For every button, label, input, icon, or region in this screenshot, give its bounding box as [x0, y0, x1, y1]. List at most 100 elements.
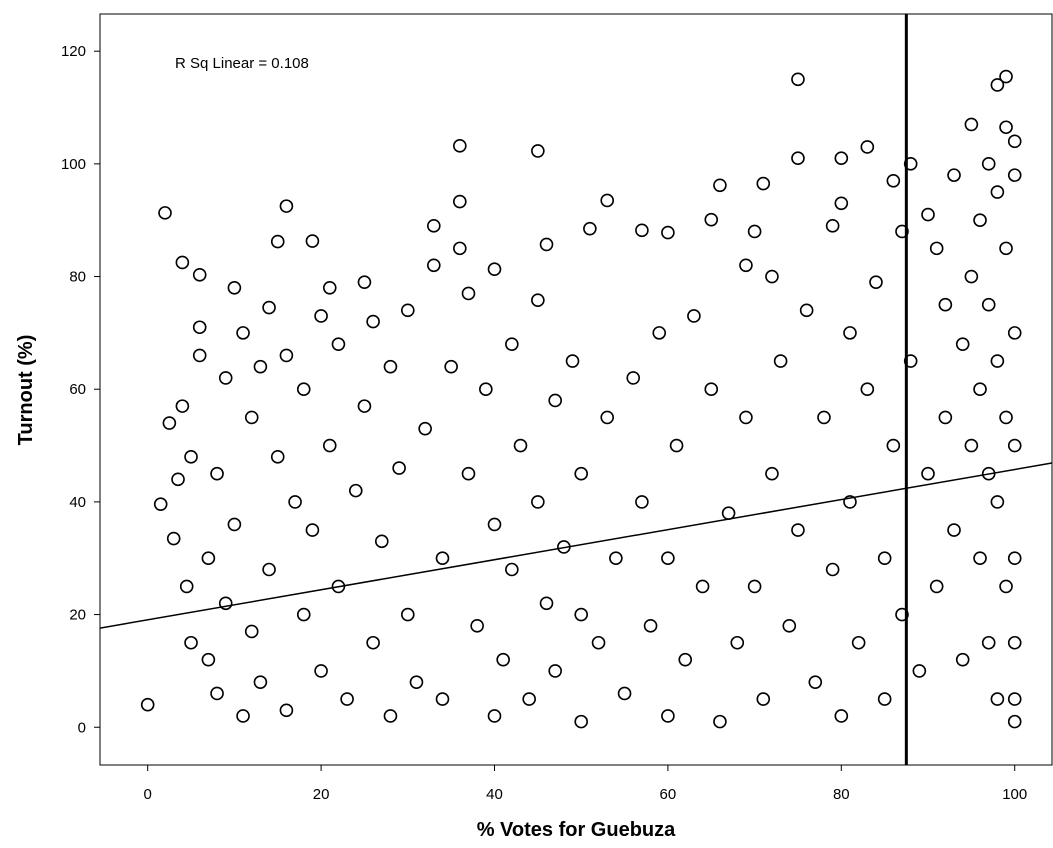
data-point — [990, 185, 1005, 199]
data-point — [947, 168, 961, 182]
data-point — [661, 551, 675, 566]
y-tick-label: 40 — [69, 494, 86, 511]
data-point — [565, 354, 580, 368]
data-point — [322, 281, 337, 295]
data-point — [652, 326, 667, 340]
data-point — [201, 652, 216, 667]
data-point — [661, 225, 675, 240]
data-point — [166, 531, 181, 546]
data-point — [973, 213, 987, 228]
data-point — [687, 309, 701, 323]
data-point — [453, 139, 467, 153]
data-point — [635, 495, 649, 509]
data-point — [192, 268, 207, 282]
data-point — [505, 337, 519, 351]
data-point — [591, 635, 606, 650]
data-point — [964, 117, 979, 132]
data-point — [244, 410, 259, 425]
data-point — [244, 624, 259, 639]
data-point — [999, 69, 1013, 84]
data-point — [817, 410, 831, 425]
data-point — [487, 709, 502, 723]
data-point — [192, 320, 207, 335]
y-tick-label: 20 — [69, 607, 86, 624]
data-point — [955, 337, 970, 351]
data-point — [1007, 438, 1022, 453]
data-point — [331, 337, 346, 351]
data-point — [366, 635, 380, 650]
x-tick-label: 80 — [833, 786, 850, 803]
data-point — [999, 579, 1013, 594]
data-point — [539, 237, 554, 252]
data-point — [531, 495, 545, 509]
data-point — [929, 241, 944, 256]
data-point — [531, 144, 545, 158]
data-point — [765, 269, 779, 284]
data-point — [609, 551, 623, 566]
plot-frame — [99, 13, 1053, 766]
data-point — [808, 675, 823, 689]
data-point — [435, 692, 450, 706]
data-point — [981, 157, 996, 171]
data-point — [374, 534, 389, 549]
data-point — [383, 709, 398, 723]
data-point — [626, 371, 641, 385]
data-point — [990, 354, 1005, 368]
x-tick-label: 100 — [1002, 786, 1027, 803]
x-tick-label: 0 — [144, 786, 152, 803]
data-point — [843, 495, 857, 509]
data-point — [158, 206, 172, 220]
data-point — [903, 157, 918, 171]
data-point — [791, 72, 805, 87]
data-point — [600, 410, 615, 425]
data-point — [964, 438, 979, 453]
data-point — [179, 579, 194, 594]
data-point — [834, 196, 849, 211]
data-point — [990, 78, 1005, 92]
x-tick-label: 40 — [486, 786, 503, 803]
data-point — [990, 495, 1005, 509]
data-point — [964, 269, 979, 284]
data-point — [643, 619, 658, 633]
data-point — [427, 219, 441, 233]
data-point — [184, 635, 198, 650]
data-point — [171, 472, 185, 487]
plot-area — [100, 69, 1052, 729]
data-point — [383, 359, 398, 374]
data-point — [288, 495, 302, 509]
data-point — [990, 692, 1005, 706]
data-point — [782, 619, 797, 633]
data-point — [1007, 551, 1022, 566]
data-point — [522, 692, 536, 706]
data-point — [184, 450, 198, 464]
data-point — [938, 297, 953, 312]
data-point — [366, 314, 380, 329]
data-point — [661, 709, 675, 723]
data-point — [270, 450, 285, 464]
data-point — [210, 686, 224, 701]
data-point — [739, 410, 753, 425]
data-point — [765, 466, 779, 481]
data-point — [860, 140, 875, 154]
data-point — [713, 178, 727, 193]
data-point — [461, 466, 476, 481]
data-point — [314, 309, 328, 323]
data-point — [227, 281, 242, 295]
data-point — [236, 326, 250, 340]
data-point — [479, 382, 493, 397]
data-point — [270, 234, 285, 249]
data-point — [583, 221, 597, 236]
data-point — [669, 438, 684, 453]
data-point — [453, 241, 467, 256]
data-point — [548, 664, 562, 678]
data-point — [860, 382, 875, 397]
data-point — [140, 697, 155, 712]
data-point — [513, 438, 528, 453]
data-point — [895, 224, 909, 239]
data-point — [574, 714, 589, 729]
data-point — [357, 399, 372, 413]
data-point — [418, 421, 432, 436]
data-point — [730, 635, 745, 650]
data-point — [175, 399, 190, 413]
data-point — [999, 241, 1013, 256]
